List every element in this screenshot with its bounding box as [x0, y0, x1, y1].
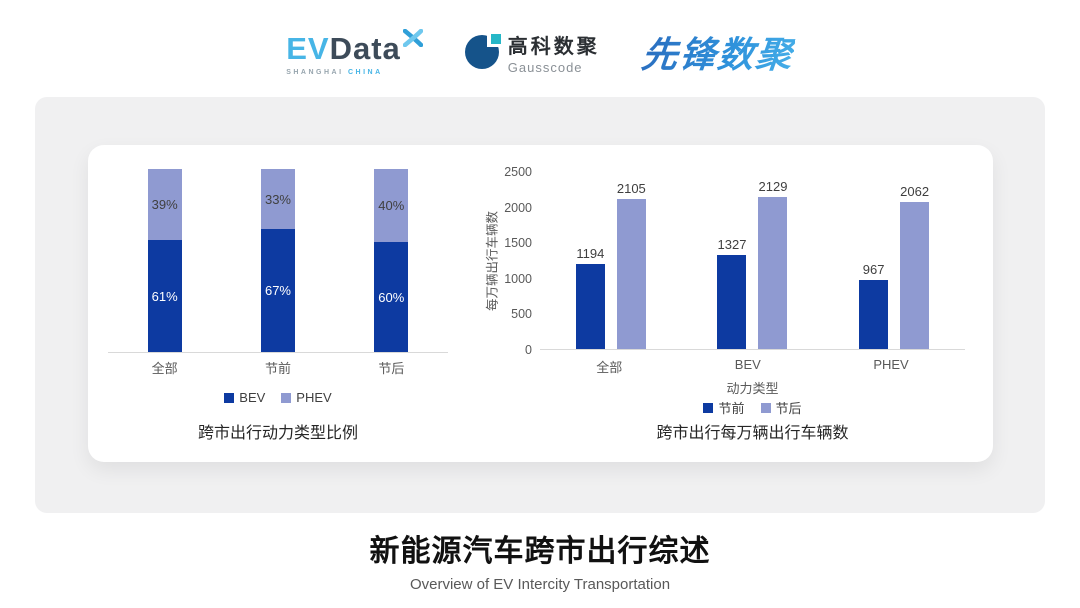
left-chart-title: 跨市出行动力类型比例	[197, 425, 358, 442]
y-tick-label: 0	[525, 343, 532, 357]
right-chart-title: 跨市出行每万辆出行车辆数	[656, 425, 849, 442]
left-category-label: 节后	[378, 361, 405, 376]
main-title: 新能源汽车跨市出行综述	[369, 535, 711, 568]
bar-wrap-节前-PHEV: 967	[859, 262, 889, 349]
y-tick-label: 1500	[504, 236, 532, 251]
legend-label-post-holiday: 节后	[775, 401, 802, 416]
bar-节前-全部	[575, 264, 605, 349]
bar-value-label: 1194	[576, 246, 605, 261]
evdata-ev-text: EV	[286, 30, 330, 66]
evdata-china-text: CHINA	[348, 68, 383, 76]
legend-item-pre-holiday: 节前	[703, 398, 745, 417]
bar-节前-PHEV	[859, 280, 889, 349]
bar-节前-BEV	[717, 254, 747, 349]
bar-value-label: 2062	[900, 184, 930, 200]
legend-swatch-post-holiday-icon	[760, 402, 771, 413]
gausscode-text: 高科数聚 Gausscode	[508, 30, 600, 75]
y-tick-label: 1000	[504, 271, 532, 286]
bar-wrap-节后-PHEV: 2062	[900, 184, 930, 349]
bar-节后-BEV	[758, 197, 788, 349]
logo-header: EV Data SHANGHAI CHINA 高科数聚 Gausscode 先锋…	[0, 20, 1080, 84]
legend-item-bev: BEV	[224, 390, 265, 405]
segment-PHEV-节后: 40%	[374, 169, 409, 243]
legend-label-bev: BEV	[239, 390, 266, 405]
gausscode-logo: 高科数聚 Gausscode	[464, 30, 600, 75]
right-category-label: PHEV	[873, 357, 909, 372]
y-tick-label: 2000	[504, 200, 532, 215]
evdata-subtext: SHANGHAI CHINA	[286, 69, 423, 76]
evdata-shanghai-text: SHANGHAI	[286, 68, 344, 76]
legend-swatch-pre-holiday-icon	[703, 402, 714, 413]
right-chart-categories: 全部 BEV PHEV	[540, 357, 965, 376]
evdata-x-leaf-icon	[402, 28, 423, 47]
right-chart-legend: 节前 节后	[540, 398, 965, 417]
evdata-data-text: Data	[329, 30, 401, 66]
segment-BEV-全部: 61%	[147, 240, 182, 352]
bar-节后-PHEV	[900, 202, 930, 349]
left-chart-categories: 全部 节前 节后	[108, 358, 448, 377]
bar-value-label: 2129	[758, 179, 788, 195]
gausscode-teal-square-icon	[490, 34, 501, 44]
bar-wrap-节后-全部: 2105	[616, 181, 646, 349]
bar-wrap-节后-BEV: 2129	[758, 179, 788, 349]
bar-wrap-节前-BEV: 1327	[717, 236, 747, 349]
main-subtitle: Overview of EV Intercity Transportation	[409, 576, 671, 593]
right-category-label: 全部	[596, 360, 623, 375]
charts-card: 39% 61% 33% 67% 40% 60% 全部 节前 节后 BEV PHEV 跨市出行动…	[35, 97, 1045, 513]
segment-BEV-节前: 67%	[260, 229, 295, 352]
right-chart-x-axis-label: 动力类型	[726, 381, 779, 396]
bar-value-label: 967	[862, 262, 885, 278]
gausscode-en-text: Gausscode	[507, 59, 583, 75]
bar-group-PHEV: 967 2062	[859, 184, 930, 349]
charts-panel: 39% 61% 33% 67% 40% 60% 全部 节前 节后 BEV PHEV 跨市出行动…	[88, 145, 993, 462]
xianfeng-logo: 先锋数聚	[639, 26, 796, 78]
bar-group-全部: 1194 2105	[575, 181, 646, 349]
stacked-bar-全部: 39% 61%	[147, 169, 182, 352]
gausscode-g-icon	[464, 32, 502, 69]
gausscode-cn-text: 高科数聚	[507, 35, 600, 58]
legend-label-phev: PHEV	[296, 390, 332, 405]
bar-节后-全部	[616, 199, 646, 349]
right-chart-y-ticks: 0 500 1000 1500 2000 2500	[494, 165, 532, 357]
segment-PHEV-节前: 33%	[260, 169, 295, 230]
stacked-bar-节前: 33% 67%	[260, 169, 295, 352]
segment-BEV-节后: 60%	[374, 242, 409, 352]
right-chart-plot: 1194 2105 1327 2129 967 2062	[540, 172, 965, 350]
legend-label-pre-holiday: 节前	[718, 401, 745, 416]
bar-wrap-节前-全部: 1194	[575, 246, 605, 349]
left-category-label: 全部	[151, 361, 178, 376]
y-tick-label: 500	[511, 307, 532, 322]
y-tick-label: 2500	[504, 165, 532, 179]
footer: 新能源汽车跨市出行综述 Overview of EV Intercity Tra…	[0, 526, 1080, 593]
segment-PHEV-全部: 39%	[147, 169, 182, 241]
left-chart-plot: 39% 61% 33% 67% 40% 60%	[108, 169, 448, 353]
evdata-logo: EV Data SHANGHAI CHINA	[286, 28, 423, 76]
bar-group-BEV: 1327 2129	[717, 179, 788, 349]
bar-value-label: 1327	[717, 236, 747, 252]
right-category-label: BEV	[734, 357, 761, 372]
left-category-label: 节前	[264, 361, 291, 376]
evdata-wordmark: EV Data	[286, 28, 423, 67]
stacked-bar-节后: 40% 60%	[374, 169, 409, 352]
legend-swatch-phev-icon	[281, 392, 292, 403]
bar-value-label: 2105	[616, 181, 646, 197]
legend-item-phev: PHEV	[281, 390, 332, 405]
legend-swatch-bev-icon	[224, 392, 235, 403]
left-chart-legend: BEV PHEV	[108, 390, 448, 405]
legend-item-post-holiday: 节后	[760, 398, 802, 417]
